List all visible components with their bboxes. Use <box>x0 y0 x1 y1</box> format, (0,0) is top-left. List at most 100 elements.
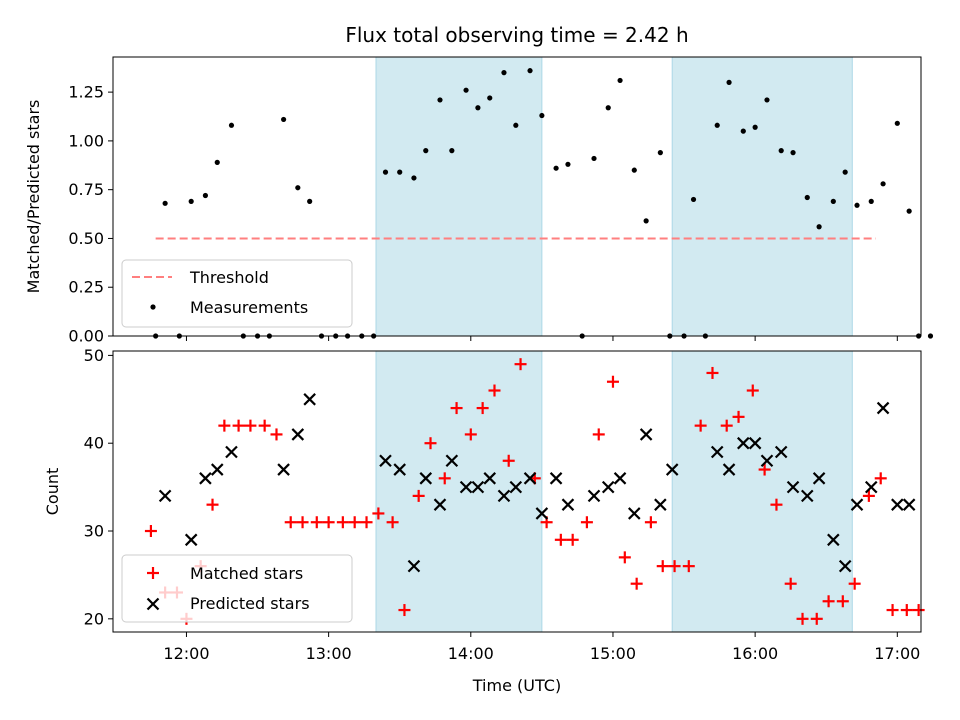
matched-star-marker <box>270 428 283 441</box>
predicted-star-marker <box>471 480 485 494</box>
top-axes-frame <box>112 56 922 337</box>
legend-matched-swatch <box>147 567 159 579</box>
x-b <box>210 463 224 476</box>
matched-star-marker <box>438 472 451 485</box>
x-tick-label: 15:00 <box>590 644 636 663</box>
measurement-point <box>778 148 784 154</box>
x-b <box>665 463 679 476</box>
x-b <box>710 445 724 459</box>
matched-star-marker <box>644 516 657 529</box>
shaded-regions <box>375 56 853 337</box>
legend-matched-label: Matched stars <box>190 564 303 583</box>
matched-star-marker <box>296 516 309 529</box>
matched-star-marker <box>630 577 643 590</box>
matched-star-marker <box>514 358 527 371</box>
predicted-star-marker <box>497 489 511 503</box>
measurement-point <box>539 112 545 119</box>
measurement-point <box>726 79 732 85</box>
predicted-star-marker <box>379 454 392 468</box>
predicted-star-marker <box>210 463 224 476</box>
x-b <box>379 454 392 468</box>
matched-star-marker <box>310 516 323 529</box>
measurement-point <box>501 70 507 76</box>
predicted-star-marker <box>199 472 212 485</box>
predicted-star-marker <box>459 480 473 494</box>
measurement-point <box>605 105 611 111</box>
measurement-point <box>752 124 758 130</box>
measurement-point <box>307 198 313 204</box>
x-b <box>601 480 615 494</box>
measurement-point <box>927 333 934 339</box>
x-b <box>628 507 641 520</box>
measurement-point <box>816 224 822 230</box>
predicted-star-marker <box>774 445 788 459</box>
y-tick-label: 0.25 <box>68 278 104 297</box>
predicted-star-marker <box>827 533 840 547</box>
matched-star-marker <box>886 604 899 617</box>
predicted-star-marker <box>737 436 750 450</box>
measurement-point <box>868 198 874 204</box>
matched-star-marker <box>412 489 425 502</box>
matched-star-marker <box>784 577 797 590</box>
x-b <box>838 559 852 573</box>
x-b <box>483 472 497 485</box>
matched-star-marker <box>348 516 361 529</box>
matched-star-marker <box>796 612 809 625</box>
predicted-star-marker <box>601 480 615 494</box>
measurement-point <box>617 77 623 84</box>
shaded-region <box>671 56 853 337</box>
measurement-point <box>527 68 533 74</box>
matched-star-marker <box>810 612 823 625</box>
predicted-star-marker <box>291 428 305 441</box>
x-b <box>654 498 667 511</box>
predicted-star-marker <box>812 472 826 485</box>
predicted-star-marker <box>303 393 316 406</box>
x-b <box>291 428 305 441</box>
predicted-star-marker <box>483 472 497 485</box>
chart-title: Flux total observing time = 2.42 h <box>345 23 688 47</box>
matched-star-marker <box>822 595 835 608</box>
measurement-point <box>463 87 469 93</box>
measurement-point <box>631 167 637 173</box>
matched-star-marker <box>218 419 231 432</box>
legend-box <box>121 259 353 328</box>
x-b <box>445 454 459 468</box>
legend-threshold-label: Threshold <box>189 268 269 287</box>
measurement-point <box>804 194 810 201</box>
x-b <box>407 559 421 573</box>
legend-measurements-label: Measurements <box>190 298 308 317</box>
matched-star-marker <box>424 437 437 450</box>
x-tick-label: 14:00 <box>448 644 494 663</box>
predicted-star-marker <box>407 559 421 573</box>
shaded-region <box>375 350 543 633</box>
predicted-star-marker <box>850 498 864 511</box>
predicted-star-marker <box>184 533 198 547</box>
matched-star-marker <box>554 533 567 546</box>
matched-star-marker <box>606 375 619 388</box>
measurement-point <box>714 122 720 128</box>
predicted-star-marker <box>523 472 537 485</box>
x-b <box>864 480 878 494</box>
predicted-star-marker <box>158 489 172 503</box>
matched-star-marker <box>836 595 849 608</box>
x-b <box>303 393 316 406</box>
matched-star-marker <box>618 551 631 564</box>
x-b <box>433 498 447 511</box>
x-b <box>639 428 653 441</box>
x-b <box>748 436 762 450</box>
y-tick-label: 0.50 <box>68 229 104 248</box>
y-tick-label: 0.00 <box>68 327 104 346</box>
x-b <box>850 498 864 511</box>
matched-star-marker <box>244 419 257 432</box>
predicted-star-marker <box>838 559 852 573</box>
x-b <box>184 533 198 547</box>
shaded-region <box>671 350 853 633</box>
matched-star-marker <box>284 516 297 529</box>
y-tick-label: 50 <box>84 346 104 365</box>
x-b <box>760 454 774 468</box>
predicted-star-marker <box>587 489 601 503</box>
predicted-star-marker <box>549 472 563 485</box>
x-b <box>158 489 172 503</box>
x-b <box>509 480 523 494</box>
